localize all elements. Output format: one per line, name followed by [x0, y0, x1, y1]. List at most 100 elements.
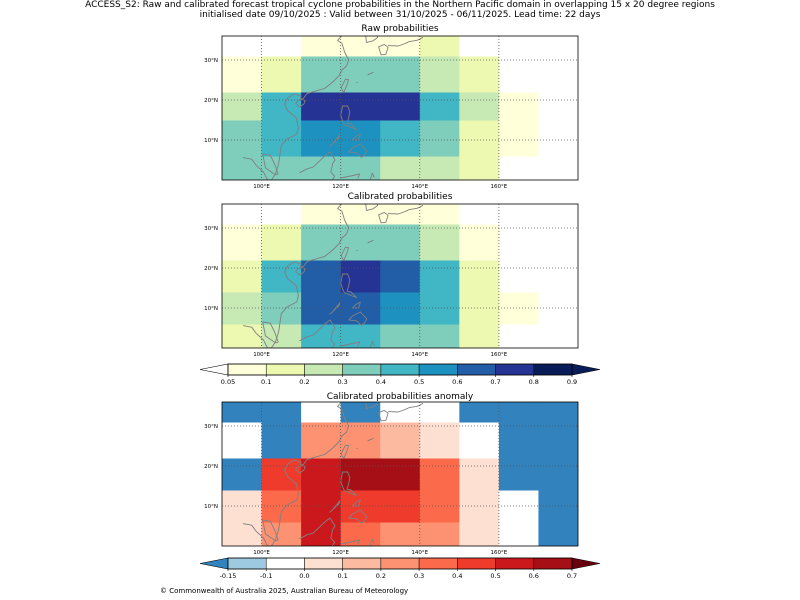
copyright-footer: © Commonwealth of Australia 2025, Austra… [160, 587, 409, 595]
heatmap-cell [261, 458, 302, 491]
x-tick-label: 140°E [411, 550, 428, 556]
heatmap-cell [419, 56, 460, 93]
coastline [348, 509, 368, 524]
heatmap-cell [340, 224, 381, 261]
coastline [369, 172, 375, 180]
heatmap-cell [340, 56, 381, 93]
anomaly-colorbar: -0.15 -0.1 0.0 0.1 0.2 0.3 0.4 0.5 0.6 0.7 [199, 557, 601, 580]
coastline [271, 402, 350, 546]
heatmap-cell [419, 458, 460, 491]
coastline [348, 143, 368, 158]
heatmap-cell [380, 458, 421, 491]
figure-title-line1: ACCESS_S2: Raw and calibrated forecast t… [85, 0, 715, 10]
heatmap-cell [222, 120, 263, 157]
coastline [352, 301, 361, 309]
x-tick-label: 120°E [332, 352, 349, 358]
colorbar-segment [265, 557, 305, 570]
colorbar-tick-label: 0.4 [376, 378, 386, 386]
gridlines [222, 204, 578, 348]
heatmap-cell [419, 324, 460, 348]
heatmap-cell [459, 522, 500, 546]
heatmap-cell [261, 402, 302, 423]
heatmap-cell [301, 92, 342, 121]
y-tick-label: 30°N [204, 58, 218, 64]
coastline [356, 81, 358, 84]
coastline [340, 341, 361, 347]
heatmap-cells [222, 204, 578, 348]
x-tick-label: 160°E [491, 184, 508, 190]
x-tick-label: 100°E [253, 550, 270, 556]
calibrated-panel-title: Calibrated probabilities [347, 192, 453, 202]
coastline [242, 157, 268, 180]
heatmap-cell [301, 458, 342, 491]
coastline [340, 471, 357, 497]
x-tick-label: 140°E [411, 352, 428, 358]
heatmap-cell [498, 36, 539, 57]
colorbar-segment [457, 557, 496, 570]
heatmap-cell [380, 490, 421, 523]
colorbar-under-extension [199, 363, 229, 376]
colorbar-segment [495, 363, 535, 376]
coastline [340, 444, 350, 459]
map-frame [221, 401, 579, 547]
heatmap-cell [459, 56, 500, 93]
coastline [340, 173, 361, 179]
y-tick-label: 10°N [204, 504, 218, 510]
heatmap-cell [380, 422, 421, 459]
coastline [340, 78, 350, 93]
colorbar-tick-label: 0.8 [529, 378, 539, 386]
heatmap-cell [222, 422, 263, 459]
heatmap-cell [419, 522, 460, 546]
coastline [299, 151, 336, 180]
map-frame [221, 35, 579, 181]
colorbar-tick-label: 0.1 [337, 572, 347, 580]
heatmap-cell [419, 36, 460, 57]
colorbar-segment [342, 363, 382, 376]
heatmap-cell [498, 56, 539, 93]
coastline [329, 134, 341, 147]
heatmap-cell [538, 56, 578, 93]
colorbar-segment [342, 557, 382, 570]
y-tick-label: 20°N [204, 98, 218, 104]
colorbar-tick-label: 0.3 [414, 572, 424, 580]
heatmap-cell [498, 324, 539, 348]
heatmap-cell [538, 92, 578, 121]
colorbar-tick-label: 0.9 [567, 378, 577, 386]
heatmap-cell [261, 36, 302, 57]
heatmap-cell [301, 402, 342, 423]
colorbar-segment [418, 557, 458, 570]
coastlines [242, 36, 424, 180]
probability-colorbar: 0.05 0.1 0.2 0.3 0.4 0.5 0.6 0.7 0.8 0.9 [199, 363, 601, 386]
heatmap-cell [498, 458, 539, 491]
heatmap-cell [222, 156, 263, 180]
heatmap-cell [261, 92, 302, 121]
coastline [340, 246, 350, 261]
heatmap-cell [380, 292, 421, 325]
heatmap-cell [538, 402, 578, 423]
heatmap-cell [222, 324, 263, 348]
colorbar-tick-label: 0.6 [529, 572, 539, 580]
colorbar-segment [533, 557, 573, 570]
coastline [352, 133, 361, 141]
heatmap-cell [538, 458, 578, 491]
heatmap-cell [498, 92, 539, 121]
y-tick-label: 20°N [204, 464, 218, 470]
coastline [299, 319, 336, 348]
coastline [367, 437, 374, 442]
heatmap-cell [380, 156, 421, 180]
coastline [369, 538, 375, 546]
heatmap-cell [261, 120, 302, 157]
heatmap-cell [419, 224, 460, 261]
heatmap-cell [261, 56, 302, 93]
heatmap-cell [380, 324, 421, 348]
heatmap-cell [340, 458, 381, 491]
coastline [295, 267, 306, 276]
heatmap-cell [222, 36, 263, 57]
heatmap-cell [498, 224, 539, 261]
heatmap-cell [459, 92, 500, 121]
colorbar-tick-label: 0.05 [221, 378, 235, 386]
colorbar-tick-label: 0.5 [414, 378, 424, 386]
coastline [378, 43, 389, 56]
heatmap-cell [301, 204, 342, 225]
heatmap-cell [419, 204, 460, 225]
